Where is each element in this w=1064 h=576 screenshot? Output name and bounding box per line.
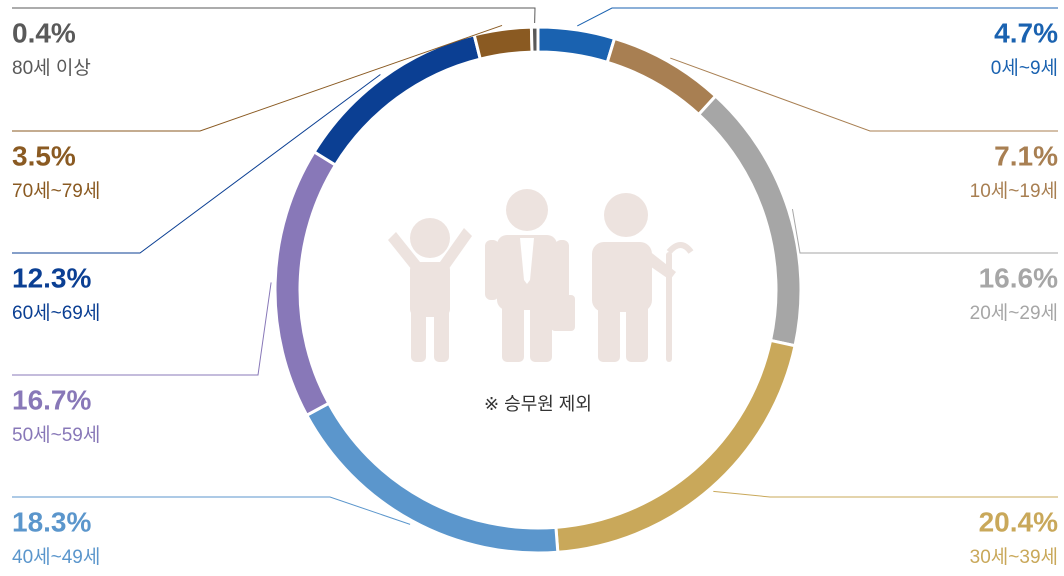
donut-slice bbox=[554, 338, 797, 554]
donut-slice bbox=[273, 149, 338, 418]
category-label: 40세~49세 bbox=[12, 546, 100, 568]
donut-slice bbox=[696, 93, 803, 348]
leader-line bbox=[12, 282, 272, 376]
category-label: 20세~29세 bbox=[970, 302, 1058, 324]
value-label: 4.7% bbox=[994, 17, 1058, 48]
value-label: 0.4% bbox=[12, 17, 76, 48]
value-label: 20.4% bbox=[979, 506, 1058, 537]
category-label: 80세 이상 bbox=[12, 57, 91, 79]
category-label: 50세~59세 bbox=[12, 424, 100, 446]
leader-line bbox=[12, 24, 503, 132]
donut-slice bbox=[605, 36, 718, 117]
category-label: 10세~19세 bbox=[970, 180, 1058, 202]
value-label: 16.6% bbox=[979, 262, 1058, 293]
category-label: 0세~9세 bbox=[991, 57, 1058, 79]
leader-line bbox=[12, 7, 536, 24]
category-label: 30세~39세 bbox=[970, 546, 1058, 568]
category-label: 60세~69세 bbox=[12, 302, 100, 324]
leader-line bbox=[577, 7, 1058, 27]
donut-slice bbox=[536, 25, 617, 65]
center-icon bbox=[388, 189, 694, 362]
category-label: 70세~79세 bbox=[12, 180, 100, 202]
leader-line bbox=[670, 57, 1058, 132]
donut-slice bbox=[312, 33, 483, 168]
leader-line bbox=[12, 496, 411, 525]
leader-line bbox=[791, 209, 1058, 254]
donut-slice bbox=[304, 401, 560, 555]
value-label: 12.3% bbox=[12, 262, 91, 293]
donut-slice bbox=[529, 25, 540, 54]
value-label: 3.5% bbox=[12, 140, 76, 171]
leader-line bbox=[713, 490, 1058, 498]
value-label: 7.1% bbox=[994, 140, 1058, 171]
annotation: ※ 승무원 제외 bbox=[484, 394, 592, 414]
value-label: 16.7% bbox=[12, 384, 91, 415]
value-label: 18.3% bbox=[12, 506, 91, 537]
leader-line bbox=[12, 74, 381, 254]
